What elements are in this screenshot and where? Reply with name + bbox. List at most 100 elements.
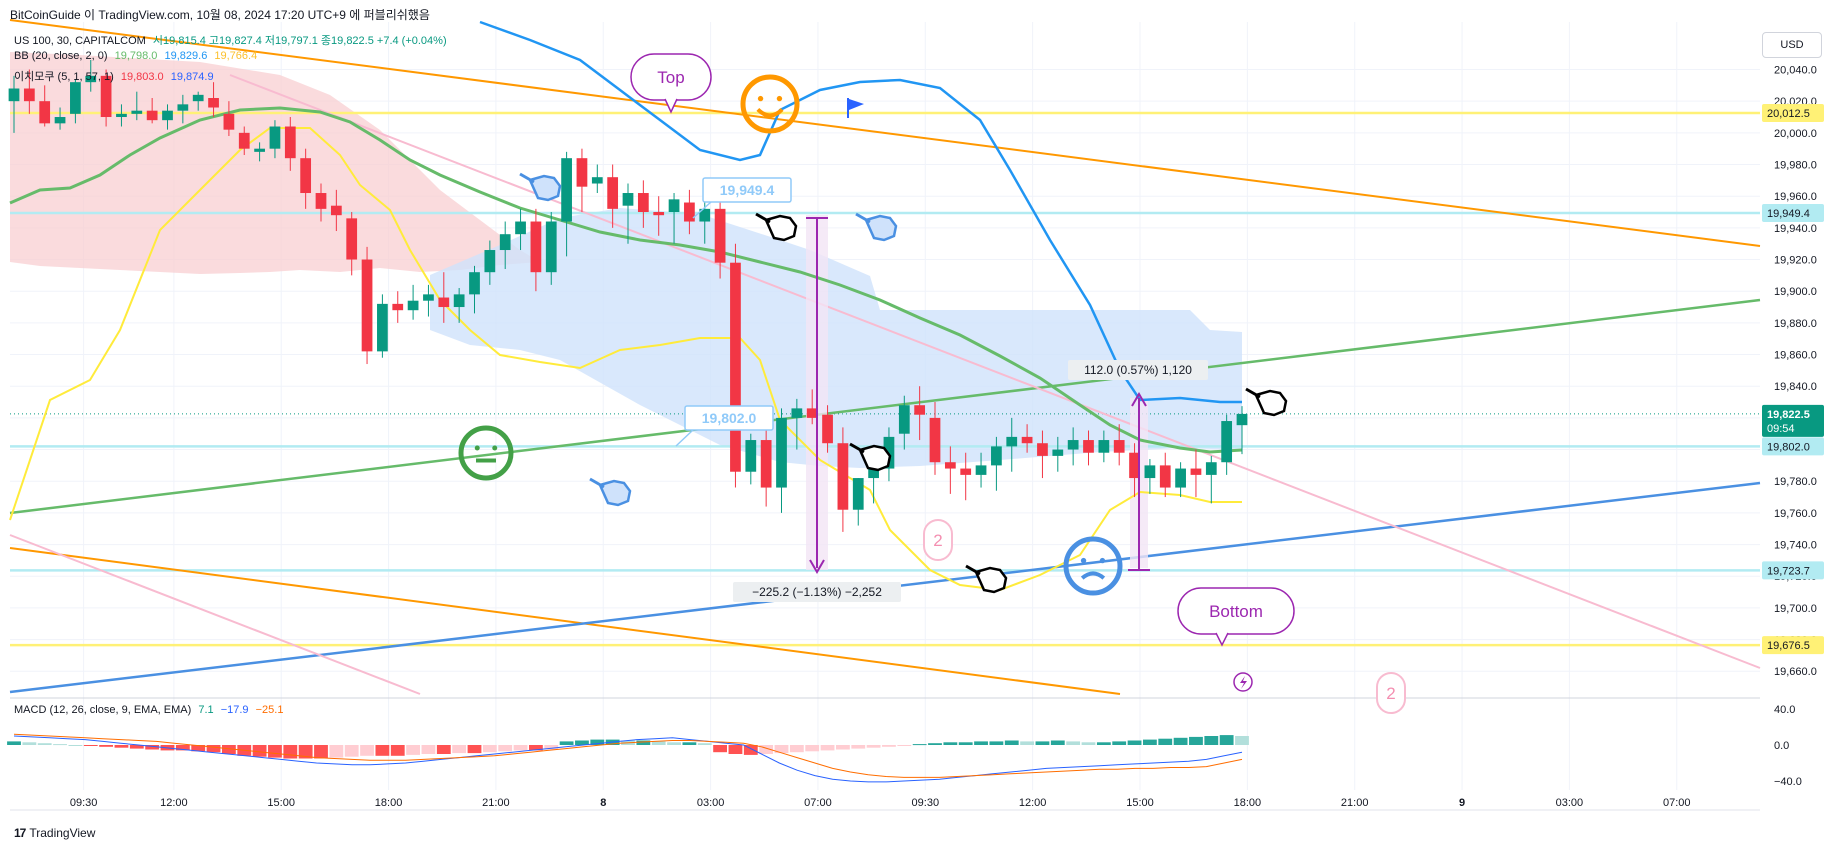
legend-symbol: US 100, 30, CAPITALCOM [14,35,146,47]
candle-body [653,212,665,216]
candle [192,91,204,111]
measure-up-label-box [1068,360,1208,380]
wave-2-label-a: 2 [933,531,942,550]
legend-ichimoku-label: 이치모쿠 (5, 1, 57, 1) [14,71,114,83]
macd-histogram-bar [344,745,359,757]
price-marker-box [1762,203,1824,222]
macd-histogram-bar [191,745,206,752]
macd-histogram-bar [37,743,52,745]
hand-pointer-icon [1245,387,1288,417]
candle-body [238,132,250,149]
candle-body [346,218,358,260]
legend-symbol-row[interactable]: US 100, 30, CAPITALCOM 시19,815.4 고19,827… [14,32,451,48]
candle [991,436,1002,491]
candle-body [284,126,296,159]
hand-pointer-icon [855,212,898,242]
legend-macd-row[interactable]: MACD (12, 26, close, 9, EMA, EMA) 7.1 −1… [14,704,287,716]
legend-ichimoku-row[interactable]: 이치모쿠 (5, 1, 57, 1) 19,803.0 19,874.9 [14,68,218,84]
candle-body [1221,421,1233,463]
candle [1052,436,1064,472]
macd-histogram-bar [1142,739,1157,745]
legend-macd-signal: −25.1 [255,704,284,716]
candle-body [1083,440,1094,453]
macd-histogram-bar [590,739,605,745]
candle-body [561,158,572,222]
candle-body [868,468,879,479]
bottom-label-bubble [1177,587,1295,635]
candle [407,284,419,320]
top-label-tail [664,98,678,114]
candle-body [684,202,695,222]
price-marker-box [1762,437,1824,456]
hand-pointer-icon [849,442,892,472]
x-axis-tick-label: 07:00 [804,797,832,809]
candle [208,82,219,118]
candle-body [837,443,849,510]
candle-body [407,300,419,311]
macd-histogram-bar [851,745,866,749]
macd-histogram-bar [452,745,467,754]
macd-histogram-bar [298,745,313,759]
candle [622,183,634,244]
macd-histogram-bar [482,745,497,753]
candle [162,104,173,130]
macd-histogram-bar [1050,740,1065,745]
candle-body [70,82,81,114]
macd-histogram-bar [1235,736,1249,745]
price-marker-label: 19,723.7 [1767,565,1810,577]
macd-histogram-bar [1204,736,1219,745]
candle-body [991,446,1002,466]
x-axis-tick-label: 15:00 [267,797,295,809]
macd-axis-tick-label: 0.0 [1774,740,1789,752]
candle [1113,424,1125,466]
macd-histogram-bar [1189,736,1203,745]
x-axis-tick-label: 09:30 [70,797,98,809]
macd-axis-tick-label: 40.0 [1774,704,1795,716]
bottom-label-tail [1215,632,1229,647]
candle [484,240,496,285]
macd-histogram-bar [559,741,574,745]
x-axis-tick-label: 03:00 [697,797,725,809]
macd-histogram-bar [53,744,67,746]
legend-bb-row[interactable]: BB (20, close, 2, 0) 19,798.0 19,829.6 1… [14,50,261,62]
candle [1159,452,1171,498]
price-marker-label: 19,676.5 [1767,640,1810,652]
candle [85,60,97,92]
candle [637,180,649,228]
macd-histogram-bar [99,745,114,747]
y-axis-tick-label: 19,920.0 [1774,255,1817,267]
candle-body [1037,443,1048,456]
callout-high: 19,949.4 [720,182,775,198]
currency-selector[interactable]: USD [1762,32,1822,58]
candle [23,69,35,114]
price-marker-label: 19,802.0 [1767,441,1810,453]
candle [300,148,312,209]
y-axis-tick-label: 19,860.0 [1774,350,1817,362]
candle-body [545,221,557,273]
macd-histogram-bar [544,745,559,750]
candle [1221,414,1233,475]
candle-body [423,294,434,301]
candle-body [1236,413,1248,426]
callout-low-box [684,405,774,431]
price-marker-label: 20,012.5 [1767,108,1810,120]
macd-histogram-bar [1112,741,1127,745]
flag-icon [847,98,864,118]
trendline-orange-lower [9,547,1121,695]
macd-histogram-bar [268,745,282,758]
y-axis-tick-label: 19,700.0 [1774,603,1817,615]
macd-histogram-bar [575,740,589,745]
neutral-face-icon [458,425,514,481]
candle-body [914,405,926,415]
candle [1067,427,1079,466]
candle [1236,406,1248,455]
candle-body [315,193,327,209]
x-axis-tick-label: 18:00 [375,797,403,809]
candle [791,398,803,450]
measure-up-head [1131,392,1147,407]
legend-bb-upper: 19,829.6 [164,50,208,62]
candle [591,164,603,194]
candle [730,243,741,488]
candle [330,189,342,232]
